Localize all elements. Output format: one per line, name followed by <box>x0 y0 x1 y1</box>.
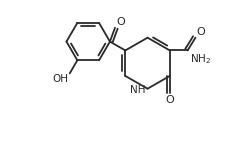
Text: O: O <box>165 95 174 105</box>
Text: O: O <box>196 27 205 37</box>
Text: NH: NH <box>130 85 146 95</box>
Text: NH$_2$: NH$_2$ <box>189 52 211 66</box>
Text: O: O <box>116 17 125 27</box>
Text: OH: OH <box>53 74 69 84</box>
